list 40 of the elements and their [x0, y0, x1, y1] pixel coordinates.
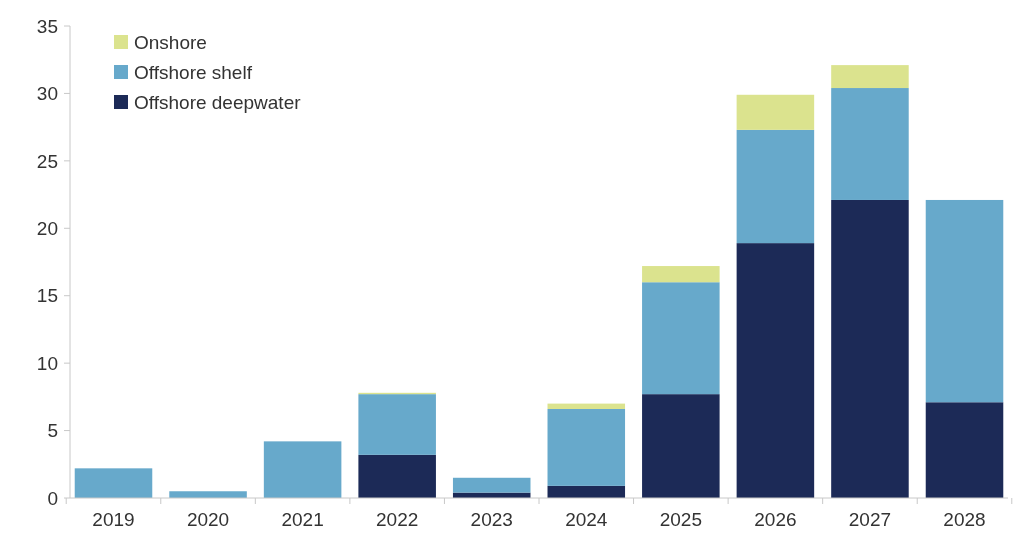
x-tick-label: 2028: [943, 509, 986, 530]
bar: [642, 266, 720, 283]
bar: [925, 402, 1004, 498]
y-tick-label: 10: [36, 352, 58, 374]
bar: [358, 394, 436, 455]
legend-label: Offshore deepwater: [134, 91, 302, 113]
x-tick-label: 2019: [92, 509, 135, 530]
bar: [925, 199, 1004, 403]
bar: [831, 65, 909, 89]
x-tick-label: 2023: [470, 509, 513, 530]
legend-label: Offshore shelf: [134, 61, 253, 83]
y-tick-label: 15: [36, 285, 58, 307]
y-tick-label: 5: [47, 420, 58, 442]
bar: [547, 485, 626, 498]
y-tick-label: 35: [36, 15, 58, 37]
bar: [736, 94, 815, 130]
bar: [736, 243, 815, 498]
x-tick-label: 2026: [754, 509, 797, 530]
bar: [452, 477, 531, 493]
x-tick-label: 2022: [376, 509, 419, 530]
bar: [74, 468, 153, 498]
y-tick-label: 25: [36, 150, 58, 172]
x-tick-label: 2027: [848, 509, 892, 530]
bar: [831, 88, 909, 200]
bar: [736, 129, 815, 244]
legend-label: Onshore: [134, 31, 207, 53]
x-tick-label: 2025: [659, 509, 702, 530]
bar: [547, 403, 626, 409]
bar: [263, 441, 342, 498]
bar: [642, 282, 720, 395]
x-tick-label: 2021: [281, 509, 324, 530]
bar: [831, 199, 909, 498]
bar: [642, 394, 720, 498]
x-tick-label: 2020: [186, 509, 230, 530]
y-tick-label: 20: [36, 217, 58, 239]
x-tick-label: 2024: [565, 509, 608, 530]
y-tick-label: 0: [47, 487, 58, 509]
y-tick-label: 30: [36, 83, 58, 105]
bar: [547, 408, 626, 486]
bar: [358, 454, 436, 498]
